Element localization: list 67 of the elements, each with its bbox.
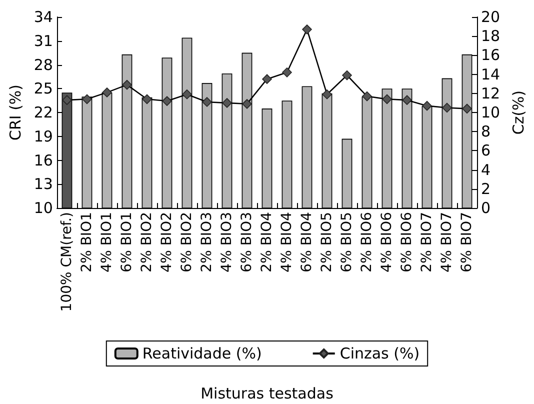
x-tick-label: 4% BIO4 — [279, 212, 295, 272]
point — [182, 89, 192, 100]
x-tick-label: 6% BIO6 — [399, 212, 416, 272]
y2-tick-label: 8 — [481, 122, 491, 141]
y2-tick-label: 12 — [481, 84, 500, 102]
x-tick-label: 4% BIO6 — [379, 212, 396, 272]
point — [442, 102, 452, 113]
x-axis-title: Misturas testadas — [200, 384, 334, 402]
point — [102, 88, 112, 98]
x-tick-label: 2% BIO6 — [359, 212, 376, 272]
y2-axis-title: Cz(%) — [510, 90, 528, 135]
y-tick-label: 31 — [34, 32, 53, 50]
x-tick-label: 6% BIO3 — [239, 212, 255, 272]
x-tick-label: 4% BIO7 — [439, 212, 456, 272]
point — [222, 98, 232, 108]
point — [362, 91, 372, 102]
y-tick-label: 28 — [34, 56, 53, 74]
y2-tick-label: 10 — [481, 104, 500, 122]
x-tick-label: 4% BIO3 — [218, 212, 235, 272]
x-tick-label: 6% BIO5 — [339, 212, 356, 272]
y2-tick-label: 4 — [481, 160, 491, 179]
y-axis-title: CRI (%) — [6, 84, 24, 141]
y-tick-label: 19 — [34, 127, 53, 146]
point — [462, 104, 472, 114]
point — [402, 95, 412, 105]
y2-tick-label: 6 — [481, 142, 491, 160]
point — [342, 70, 352, 80]
x-tick-label: 100% CM(ref.) — [58, 212, 75, 312]
y-tick-label: 16 — [34, 151, 53, 170]
point — [202, 97, 212, 107]
x-tick-label: 4% BIO2 — [158, 212, 175, 272]
y-tick-label: 22 — [34, 104, 53, 122]
x-tick-label: 6% BIO1 — [118, 212, 135, 272]
x-tick-label: 6% BIO4 — [299, 212, 316, 272]
point — [162, 96, 172, 106]
point — [382, 94, 392, 104]
point — [82, 94, 92, 104]
y2-tick-label: 16 — [481, 46, 500, 64]
point — [262, 74, 272, 84]
point — [62, 95, 72, 105]
x-tick-label: 2% BIO1 — [78, 212, 95, 272]
point — [422, 100, 432, 111]
y-tick-label: 13 — [34, 175, 53, 194]
legend-label: Reatividade (%) — [142, 344, 262, 362]
y-tick-label: 25 — [34, 80, 53, 98]
y-tick-label: 10 — [34, 199, 53, 217]
x-tick-label: 6% BIO7 — [459, 212, 476, 272]
y2-tick-label: 18 — [481, 27, 500, 46]
x-tick-label: 2% BIO2 — [138, 212, 155, 272]
point — [282, 67, 292, 78]
y2-tick-label: 0 — [481, 199, 491, 217]
x-tick-label: 4% BIO1 — [98, 212, 115, 272]
x-tick-label: 6% BIO2 — [178, 212, 195, 272]
point — [302, 24, 312, 34]
legend-label: Cinzas (%) — [340, 344, 420, 362]
x-tick-label: 2% BIO3 — [198, 212, 215, 272]
point — [142, 94, 152, 104]
y-tick-label: 34 — [34, 8, 53, 26]
point — [242, 99, 252, 109]
x-tick-label: 2% BIO5 — [319, 212, 336, 272]
x-tick-label: 2% BIO7 — [419, 212, 436, 272]
y2-tick-label: 14 — [481, 65, 500, 84]
point — [322, 89, 332, 100]
x-tick-label: 2% BIO4 — [259, 212, 275, 272]
y2-tick-label: 2 — [481, 180, 491, 198]
y2-tick-label: 20 — [481, 8, 500, 26]
point — [122, 80, 132, 90]
